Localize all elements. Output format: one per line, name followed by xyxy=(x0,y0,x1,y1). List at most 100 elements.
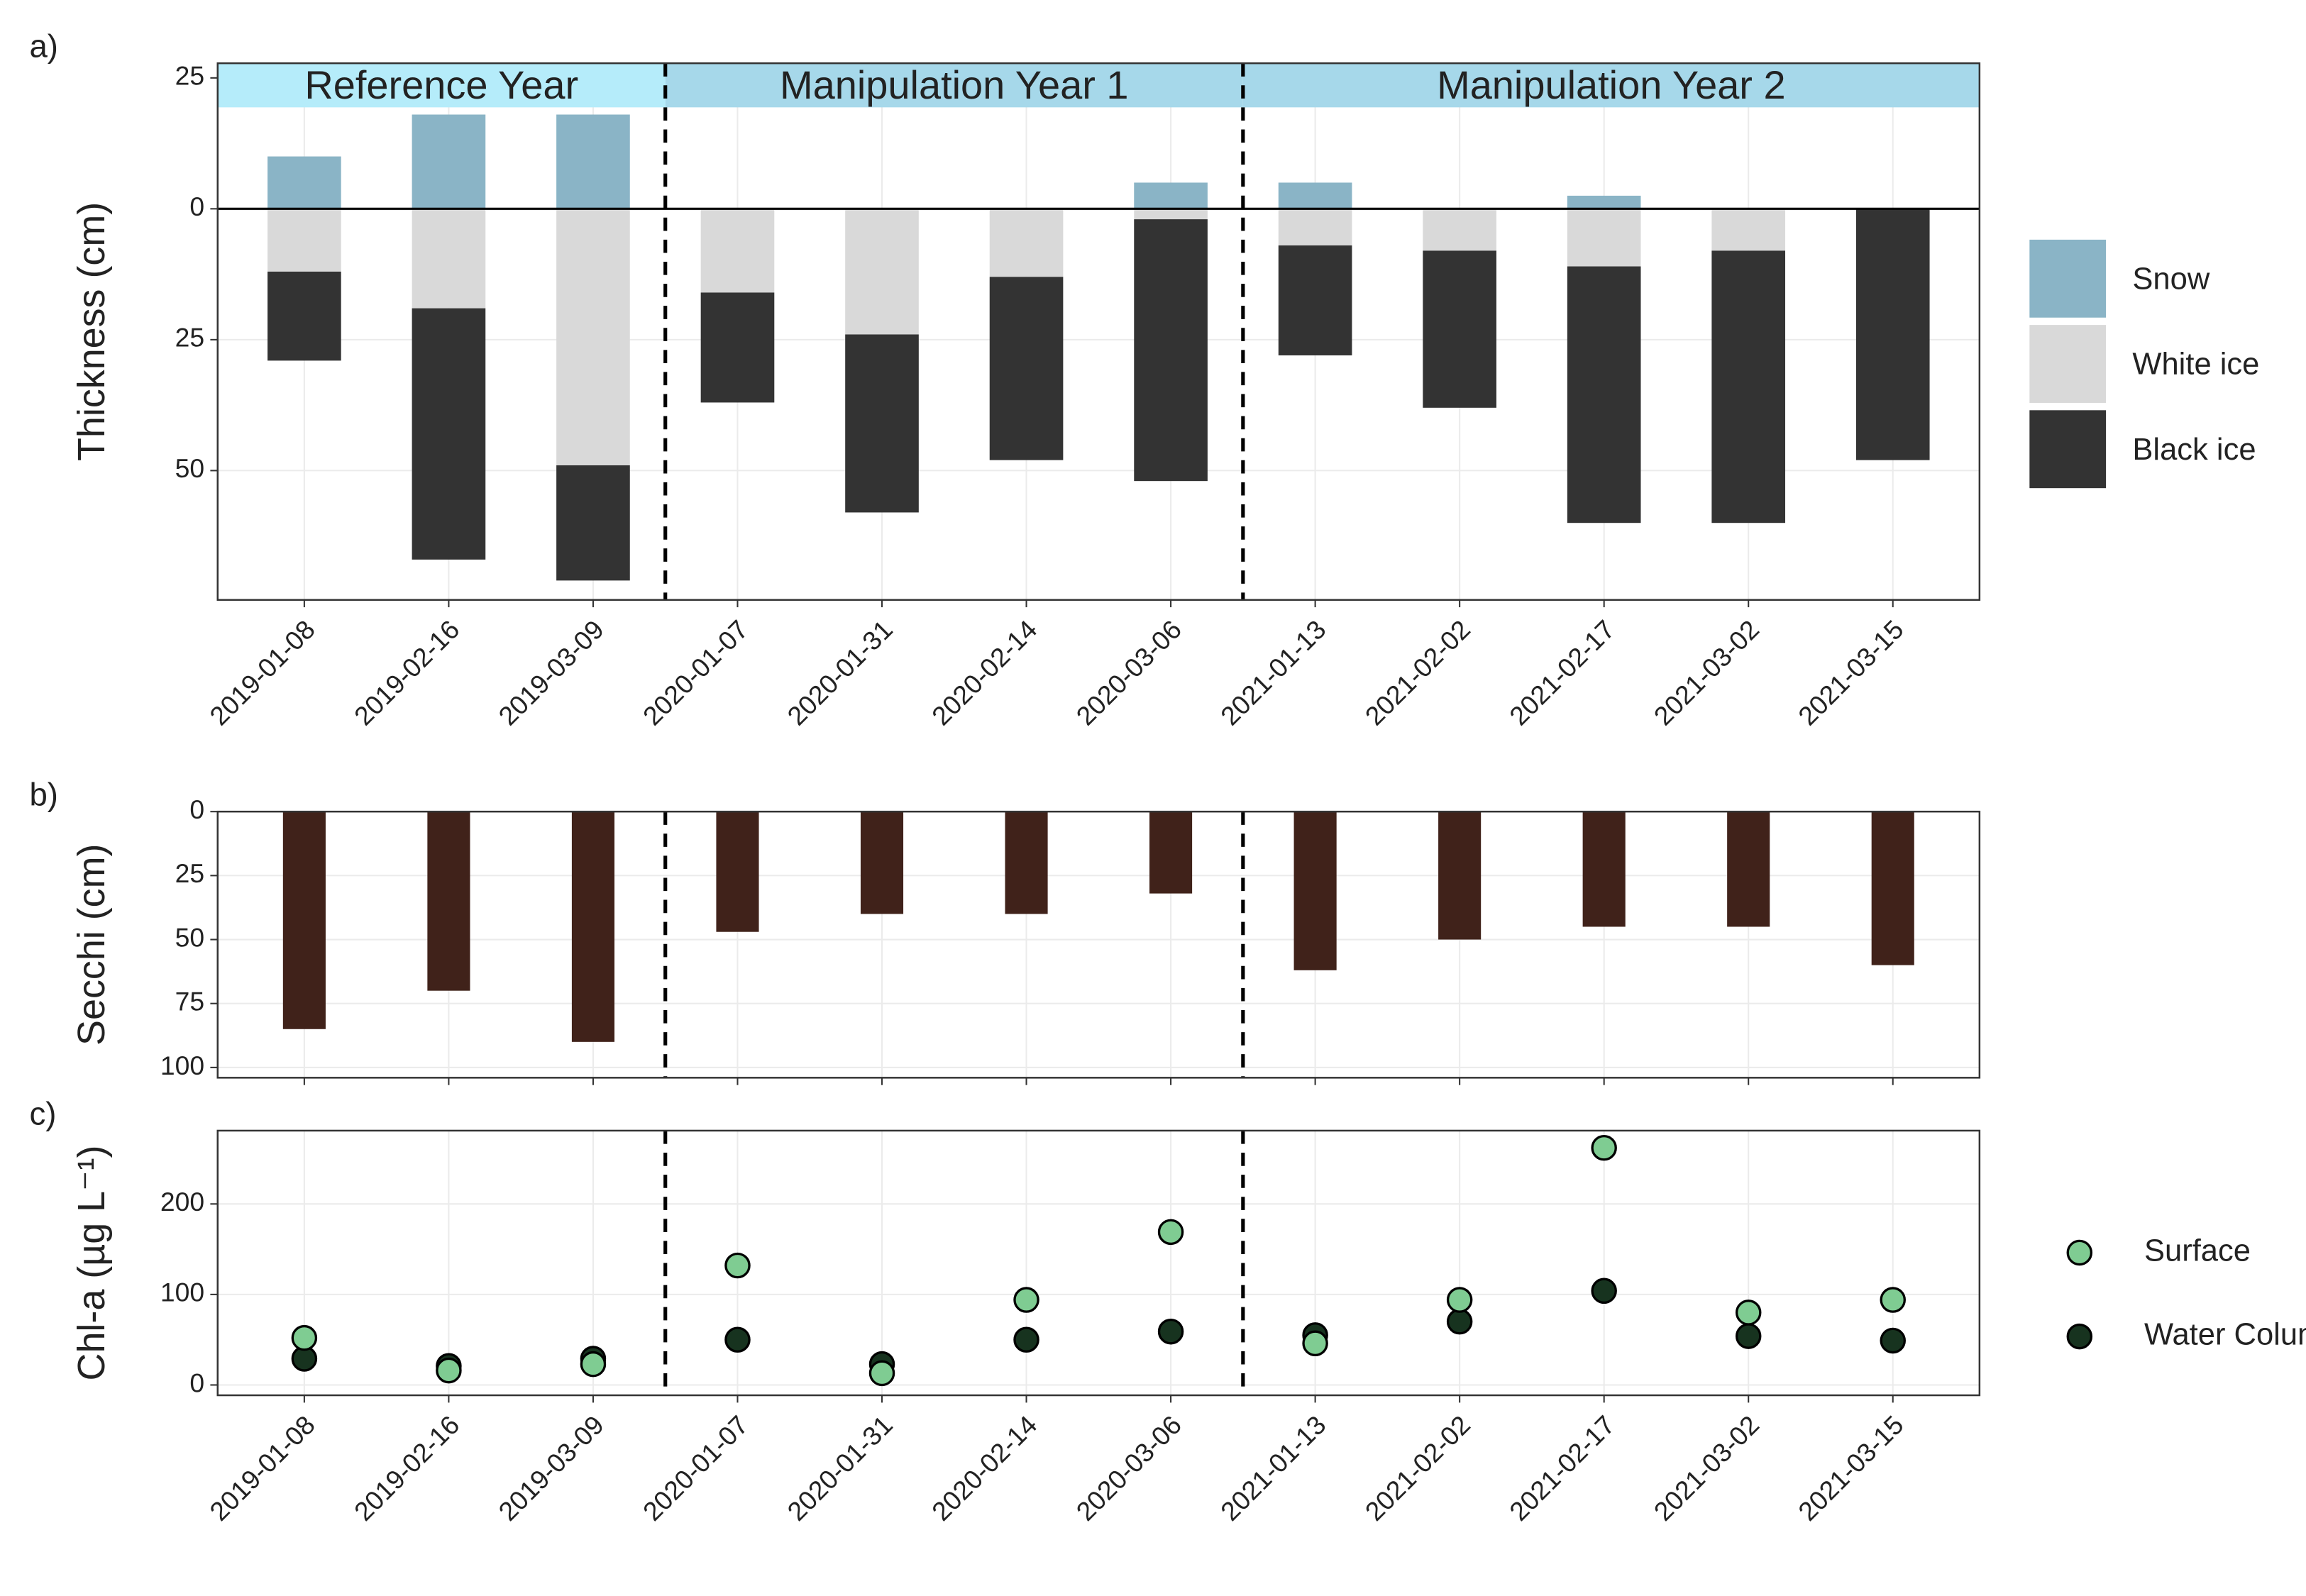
y-tick-label: 0 xyxy=(189,794,204,824)
bar-segment xyxy=(412,114,486,209)
x-tick-label: 2020-03-06 xyxy=(1070,1409,1187,1526)
point xyxy=(1446,1287,1473,1313)
bar xyxy=(1149,811,1193,894)
point xyxy=(291,1324,318,1351)
bar xyxy=(1727,811,1770,927)
x-tick-label: 2021-03-15 xyxy=(1792,1409,1909,1526)
panel-label: a) xyxy=(29,28,58,64)
period-label: Reference Year xyxy=(304,62,578,107)
legend-key xyxy=(2066,1323,2093,1350)
bar-segment xyxy=(412,209,486,309)
y-tick-label: 200 xyxy=(160,1187,204,1217)
panel-label: c) xyxy=(29,1095,56,1131)
bar-segment xyxy=(556,114,630,209)
x-tick-label: 2021-01-13 xyxy=(1215,614,1332,731)
x-tick-label: 2019-02-16 xyxy=(348,614,465,731)
y-tick-label: 0 xyxy=(189,1368,204,1397)
panel-label: b) xyxy=(29,776,58,812)
bar-segment xyxy=(989,209,1064,277)
x-tick-label: 2019-03-09 xyxy=(492,1409,609,1526)
bar-segment xyxy=(1567,209,1641,267)
y-tick-label: 0 xyxy=(189,192,204,221)
x-tick-label: 2021-02-17 xyxy=(1504,1409,1621,1526)
bar-segment xyxy=(267,271,341,361)
point xyxy=(724,1252,751,1279)
point xyxy=(1591,1134,1617,1161)
point xyxy=(1013,1326,1039,1353)
point xyxy=(1302,1330,1328,1357)
y-tick-label: 100 xyxy=(160,1051,204,1080)
x-tick-label: 2020-01-07 xyxy=(637,1409,754,1526)
y-tick-label: 25 xyxy=(175,858,205,888)
x-tick-label: 2021-03-15 xyxy=(1792,614,1909,731)
y-tick-label: 100 xyxy=(160,1278,204,1307)
legend-label: Surface xyxy=(2144,1234,2251,1268)
x-tick-label: 2021-01-13 xyxy=(1215,1409,1332,1526)
point xyxy=(1157,1219,1184,1246)
bar-segment xyxy=(845,334,919,513)
x-tick-label: 2020-02-14 xyxy=(926,614,1043,731)
bar-segment xyxy=(845,209,919,335)
bar-segment xyxy=(1711,250,1786,523)
point xyxy=(1880,1287,1906,1313)
period-label: Manipulation Year 2 xyxy=(1437,62,1786,107)
legend-label: White ice xyxy=(2132,348,2259,382)
y-tick-label: 25 xyxy=(175,323,205,353)
bar-segment xyxy=(1423,209,1496,251)
y-tick-label: 25 xyxy=(175,61,205,91)
period-label: Manipulation Year 1 xyxy=(780,62,1129,107)
bar xyxy=(1438,811,1482,940)
x-tick-label: 2021-03-02 xyxy=(1648,614,1765,731)
y-tick-label: 50 xyxy=(175,922,205,952)
legend-key xyxy=(2029,325,2107,403)
bar xyxy=(716,811,759,932)
point xyxy=(868,1360,895,1387)
bar-segment xyxy=(556,465,630,581)
legend-label: Snow xyxy=(2132,262,2210,296)
y-tick-label: 75 xyxy=(175,987,205,1016)
bar-segment xyxy=(267,209,341,272)
period-banner xyxy=(1242,63,1980,108)
y-axis-title: Thickness (cm) xyxy=(70,202,113,461)
period-banner xyxy=(217,63,666,108)
bar-segment xyxy=(1134,209,1208,220)
bar-segment xyxy=(1567,266,1641,523)
panel-border xyxy=(216,1129,1981,1397)
x-tick-label: 2020-01-07 xyxy=(637,614,754,731)
period-banner xyxy=(665,63,1243,108)
x-tick-label: 2020-02-14 xyxy=(926,1409,1043,1526)
legend-label: Black ice xyxy=(2132,433,2256,467)
point xyxy=(1013,1287,1039,1313)
bar-segment xyxy=(267,156,341,209)
bar xyxy=(1005,811,1048,914)
point xyxy=(1880,1327,1906,1354)
bar xyxy=(1871,811,1914,965)
point xyxy=(580,1351,607,1378)
bar xyxy=(1582,811,1626,927)
bar xyxy=(1293,811,1337,970)
bar-segment xyxy=(700,292,775,403)
panel-border xyxy=(216,810,1981,1079)
point xyxy=(1157,1318,1184,1345)
bar-segment xyxy=(1134,182,1208,209)
point xyxy=(1735,1323,1762,1349)
bar-segment xyxy=(989,277,1064,460)
x-tick-label: 2021-03-02 xyxy=(1648,1409,1765,1526)
bar-segment xyxy=(1278,182,1352,209)
bar xyxy=(860,811,904,914)
x-tick-label: 2021-02-02 xyxy=(1359,614,1477,731)
bar-segment xyxy=(700,209,775,293)
bar xyxy=(282,811,326,1029)
x-tick-label: 2020-01-31 xyxy=(781,1409,898,1526)
point xyxy=(1446,1308,1473,1335)
y-tick-label: 50 xyxy=(175,453,205,483)
x-tick-label: 2019-01-08 xyxy=(204,614,321,731)
bar xyxy=(427,811,470,991)
legend-label: Water Column xyxy=(2144,1318,2306,1352)
x-tick-label: 2020-01-31 xyxy=(781,614,898,731)
bar-segment xyxy=(1278,209,1352,246)
y-axis-title: Chl-a (µg L⁻¹) xyxy=(70,1146,113,1381)
bar-segment xyxy=(1278,245,1352,356)
panel-bg xyxy=(217,811,1980,1078)
